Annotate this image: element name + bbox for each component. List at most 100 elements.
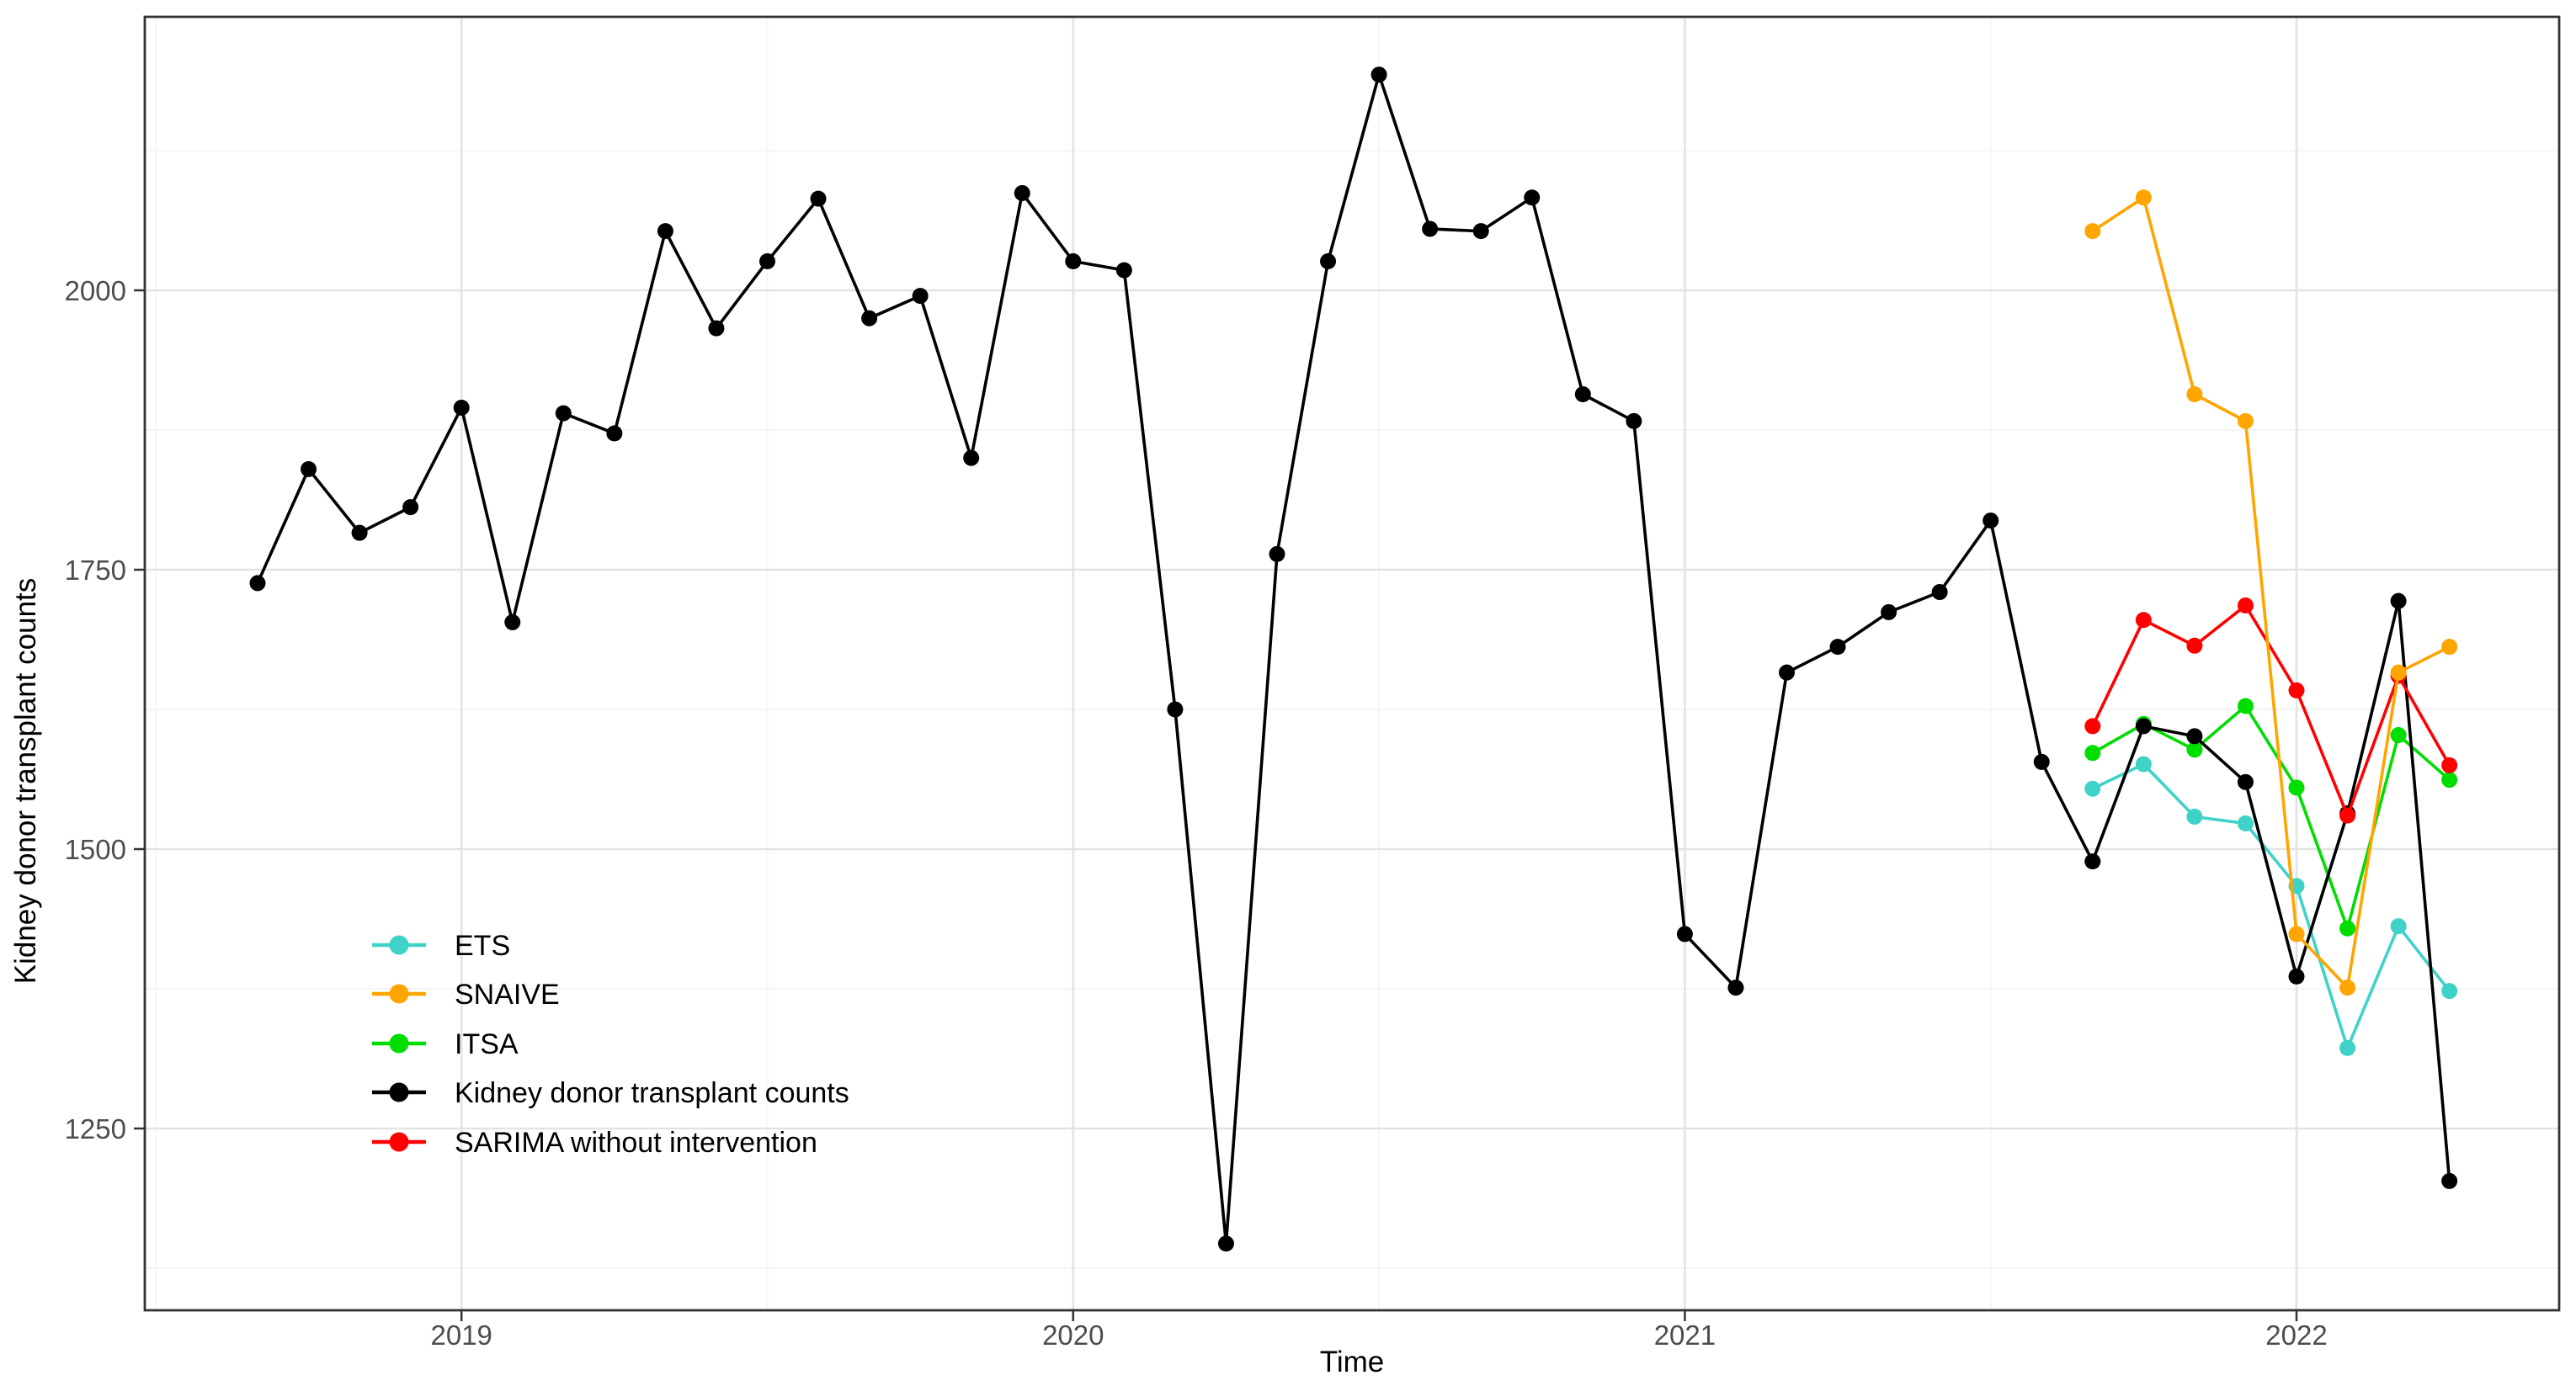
legend-item-kidney-donor-transplant-counts: Kidney donor transplant counts	[372, 1077, 849, 1109]
legend-item-snaive: SNAIVE	[372, 979, 560, 1011]
legend-item-sarima-without-intervention: SARIMA without intervention	[372, 1127, 817, 1159]
data-point	[2390, 727, 2407, 744]
data-point	[504, 613, 521, 630]
data-point	[2237, 698, 2254, 714]
y-tick-label: 1500	[65, 834, 126, 865]
data-point	[2390, 918, 2407, 935]
data-point	[2084, 223, 2101, 240]
legend-key-point	[389, 1082, 409, 1102]
data-point	[606, 425, 623, 442]
data-point	[2084, 853, 2101, 870]
data-point	[2135, 756, 2152, 773]
plot-panel	[145, 17, 2559, 1310]
data-point	[2237, 815, 2254, 831]
legend-label: ITSA	[455, 1028, 519, 1060]
legend-label: Kidney donor transplant counts	[455, 1077, 849, 1109]
data-point	[1931, 584, 1948, 601]
data-point	[759, 252, 775, 269]
data-point	[351, 524, 368, 541]
data-point	[2186, 386, 2203, 403]
data-point	[2339, 920, 2356, 937]
grid-layer	[145, 17, 2559, 1310]
data-point	[2237, 773, 2254, 790]
legend-key-point	[389, 935, 409, 955]
data-point	[2237, 597, 2254, 613]
data-point	[2288, 926, 2305, 943]
data-point	[1983, 512, 1999, 529]
data-point	[912, 288, 929, 305]
data-point	[1524, 189, 1541, 206]
data-point	[2135, 612, 2152, 629]
legend-key-point	[389, 1033, 409, 1054]
data-point	[1422, 220, 1439, 237]
series-line	[2091, 603, 2451, 820]
legend-label: ETS	[455, 930, 510, 962]
data-point	[1727, 980, 1744, 996]
data-point	[2441, 983, 2458, 1000]
panel-border	[143, 15, 2561, 1312]
data-point	[1626, 412, 1642, 429]
data-point	[2441, 772, 2458, 789]
data-point	[2084, 780, 2101, 797]
series-ets	[2084, 756, 2458, 1056]
y-tick-label: 1250	[65, 1113, 126, 1144]
data-point	[1472, 223, 1489, 240]
data-point	[1574, 386, 1591, 403]
series-line	[2091, 194, 2451, 991]
legend: ETS SNAIVE ITSA Kidney donor transplant co…	[372, 930, 849, 1159]
data-point	[2288, 779, 2305, 796]
data-point	[2186, 728, 2203, 745]
y-axis-title: Kidney donor transplant counts	[9, 578, 42, 985]
axis-layer: 1250 1500 1750 2000 2019 2020 2021 2022	[65, 15, 2561, 1351]
data-point	[810, 190, 827, 207]
data-point	[453, 399, 470, 416]
data-point	[708, 320, 725, 337]
data-point	[2339, 980, 2356, 996]
series-line	[2092, 762, 2451, 1053]
data-point	[2084, 718, 2101, 735]
y-tick-label: 2000	[65, 275, 126, 306]
data-point	[2237, 412, 2254, 429]
x-tick-label: 2019	[430, 1320, 492, 1351]
data-point	[2084, 745, 2101, 762]
data-point	[1269, 545, 1285, 562]
data-point	[249, 575, 266, 592]
legend-label: SNAIVE	[455, 979, 560, 1011]
data-point	[2135, 718, 2152, 735]
data-point	[1829, 639, 1846, 656]
data-point	[1676, 926, 1693, 943]
x-tick-label: 2022	[2265, 1320, 2327, 1351]
data-point	[1065, 252, 1082, 269]
data-point	[402, 499, 419, 516]
data-point	[2135, 189, 2152, 206]
data-point	[2390, 664, 2407, 681]
data-point	[2441, 1172, 2458, 1189]
legend-item-ets: ETS	[372, 930, 510, 962]
legend-key-point	[389, 984, 409, 1004]
y-tick-label: 1750	[65, 555, 126, 586]
x-tick-label: 2020	[1042, 1320, 1104, 1351]
data-point	[2441, 639, 2458, 656]
data-point	[2186, 637, 2203, 654]
data-point	[2033, 753, 2050, 770]
data-point	[1779, 664, 1795, 681]
data-point	[2339, 807, 2356, 824]
data-point	[1881, 603, 1897, 620]
data-point	[2390, 592, 2407, 609]
data-point	[2288, 682, 2305, 698]
data-point	[1217, 1235, 1234, 1252]
data-point	[1167, 701, 1184, 718]
data-point	[963, 449, 980, 466]
data-point	[301, 460, 317, 477]
legend-item-itsa: ITSA	[372, 1028, 519, 1060]
data-point	[1115, 262, 1132, 279]
series-layer	[249, 66, 2458, 1252]
x-tick-label: 2021	[1654, 1320, 1716, 1351]
series-kidney-donor-transplant-counts	[249, 66, 2458, 1252]
data-point	[2441, 757, 2458, 773]
x-axis-title: Time	[1320, 1346, 1384, 1378]
data-point	[2186, 741, 2203, 758]
data-point	[2186, 808, 2203, 825]
series-line	[256, 69, 2451, 1244]
